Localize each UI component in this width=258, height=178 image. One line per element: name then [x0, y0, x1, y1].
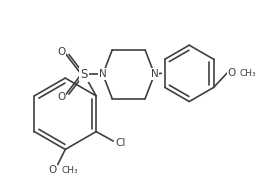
Text: CH₃: CH₃ — [61, 166, 78, 175]
Text: N: N — [151, 69, 158, 79]
Text: O: O — [57, 47, 66, 57]
Text: Cl: Cl — [115, 138, 126, 148]
Text: S: S — [80, 68, 88, 81]
Text: O: O — [57, 92, 66, 102]
Text: CH₃: CH₃ — [240, 69, 256, 78]
Text: N: N — [99, 69, 107, 79]
Text: O: O — [227, 68, 236, 78]
Text: O: O — [48, 165, 56, 175]
